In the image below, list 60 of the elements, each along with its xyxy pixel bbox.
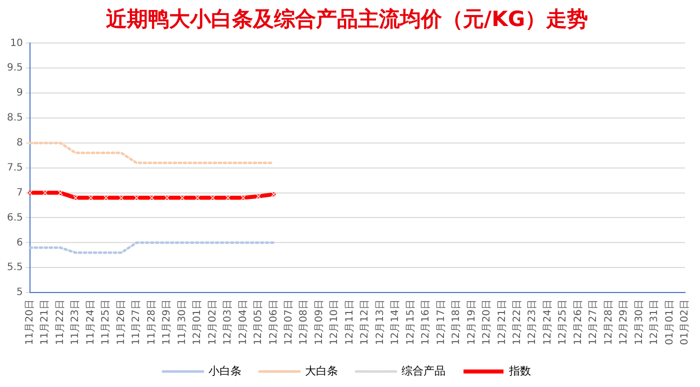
x-tick-label: 12月27日 [588, 300, 600, 346]
y-tick-label: 7.5 [6, 162, 23, 174]
x-tick-label: 12月08日 [298, 300, 310, 346]
y-tick-label: 5 [16, 287, 23, 298]
y-tick-label: 7 [16, 187, 23, 198]
y-tick-label: 10 [10, 38, 23, 49]
x-tick-label: 11月26日 [116, 300, 127, 346]
x-tick-label: 12月04日 [238, 300, 249, 346]
legend-label: 指数 [508, 364, 531, 378]
x-tick-label: 11月21日 [40, 300, 51, 346]
x-tick-label: 12月02日 [207, 300, 218, 346]
x-tick-label: 11月22日 [54, 300, 66, 346]
x-tick-label: 12月26日 [572, 300, 584, 346]
y-tick-label: 8.5 [6, 112, 23, 124]
y-tick-label: 6.5 [6, 212, 23, 224]
x-tick-label: 11月30日 [176, 300, 188, 346]
x-tick-label: 01月01日 [664, 300, 676, 346]
x-tick-label: 12月25日 [558, 300, 569, 346]
x-tick-label: 11月27日 [131, 300, 142, 346]
x-tick-label: 12月22日 [512, 300, 524, 346]
x-tick-label: 12月05日 [253, 300, 264, 346]
y-tick-label: 8 [16, 138, 23, 149]
x-tick-label: 12月03日 [222, 300, 234, 346]
x-tick-label: 12月20日 [482, 300, 493, 346]
x-tick-label: 12月10日 [329, 300, 340, 346]
x-tick-label: 11月24日 [85, 300, 96, 346]
x-tick-label: 11月29日 [162, 300, 173, 346]
x-tick-label: 12月07日 [283, 300, 294, 346]
x-tick-label: 12月15日 [405, 300, 416, 346]
x-tick-label: 11月25日 [100, 300, 112, 346]
x-tick-label: 12月21日 [496, 300, 508, 346]
legend-label: 小白条 [208, 364, 242, 378]
x-tick-label: 11月20日 [24, 300, 36, 346]
x-tick-label: 12月30日 [634, 300, 645, 346]
x-tick-label: 12月17日 [436, 300, 447, 346]
x-tick-label: 12月16日 [420, 300, 432, 346]
x-tick-label: 12月28日 [603, 300, 614, 346]
x-tick-label: 12月06日 [268, 300, 280, 346]
legend-label: 综合产品 [402, 364, 446, 378]
x-tick-label: 12月29日 [618, 300, 630, 346]
y-tick-label: 9.5 [6, 62, 23, 74]
x-tick-label: 11月23日 [70, 300, 82, 346]
x-tick-label: 12月31日 [649, 300, 660, 346]
x-tick-label: 12月13日 [374, 300, 386, 346]
y-tick-label: 5.5 [6, 262, 23, 274]
x-tick-label: 12月18日 [451, 300, 462, 346]
x-tick-label: 12月23日 [527, 300, 538, 346]
x-tick-label: 01月02日 [680, 300, 691, 346]
x-tick-label: 11月28日 [146, 300, 158, 346]
y-tick-label: 9 [16, 88, 23, 99]
x-tick-label: 12月14日 [390, 300, 402, 346]
x-tick-label: 12月12日 [360, 300, 371, 346]
x-tick-label: 12月11日 [344, 300, 356, 346]
chart-title: 近期鸭大小白条及综合产品主流均价（元/KG）走势 [104, 7, 588, 32]
x-tick-label: 12月24日 [542, 300, 554, 346]
x-tick-label: 12月19日 [466, 300, 478, 346]
x-tick-label: 12月01日 [192, 300, 204, 346]
y-tick-label: 6 [16, 237, 23, 248]
legend-label: 大白条 [305, 364, 338, 378]
x-tick-label: 12月09日 [314, 300, 325, 346]
